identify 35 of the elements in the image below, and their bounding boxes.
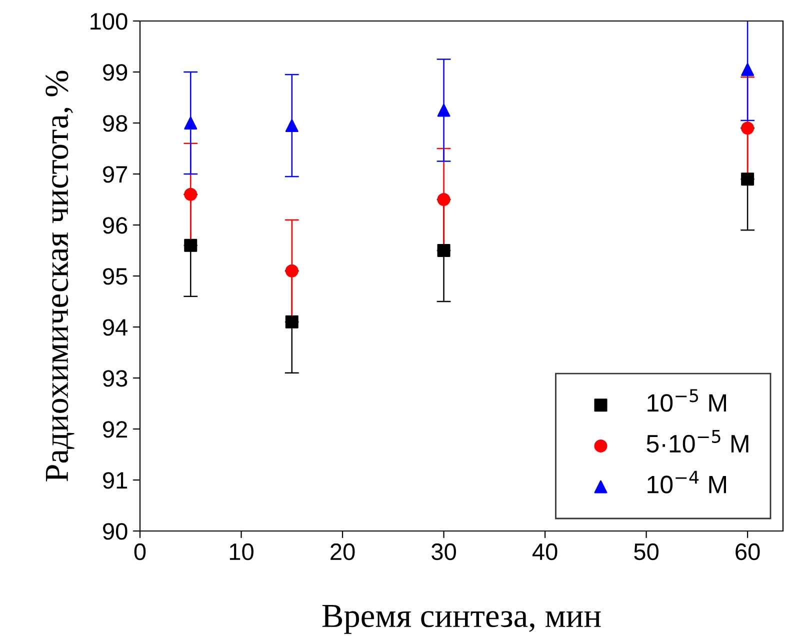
y-tick-label: 94	[103, 319, 128, 336]
y-axis-title: Радиохимическая чистота, %	[46, 70, 74, 482]
point	[741, 122, 754, 135]
x-axis-title: Время синтеза, мин	[322, 605, 601, 634]
y-tick-label: 93	[103, 370, 128, 387]
point	[741, 62, 754, 76]
y-tick-label: 97	[103, 166, 128, 183]
y-tick-label: 90	[103, 523, 128, 540]
point	[437, 192, 450, 206]
y-tick-label: 92	[103, 421, 128, 438]
point	[184, 116, 198, 130]
x-tick-label: 30	[432, 543, 456, 560]
x-tick-label: 10	[230, 543, 254, 560]
y-tick-label: 96	[103, 217, 128, 234]
point	[184, 238, 198, 252]
x-tick-label: 40	[532, 543, 558, 560]
point	[437, 244, 450, 258]
y-tick-label: 100	[90, 13, 128, 30]
x-tick-label: 60	[736, 543, 760, 560]
legend-label: 5·10$^{−5}$ M	[646, 430, 748, 453]
legend-label: 10$^{−5}$ M	[648, 389, 726, 412]
y-tick-label: 91	[103, 472, 128, 489]
point	[285, 315, 298, 328]
x-tick-label: 20	[330, 543, 355, 560]
point	[285, 264, 298, 278]
point	[285, 119, 298, 132]
legend-label: 10$^{−4}$ M	[648, 470, 726, 494]
y-tick-label: 99	[103, 64, 128, 81]
point	[741, 172, 754, 186]
point	[437, 104, 450, 117]
y-tick-label: 98	[103, 115, 128, 132]
point	[184, 188, 198, 201]
x-tick-label: 0	[134, 543, 146, 560]
y-tick-label: 95	[103, 268, 128, 285]
x-tick-label: 50	[634, 543, 659, 560]
